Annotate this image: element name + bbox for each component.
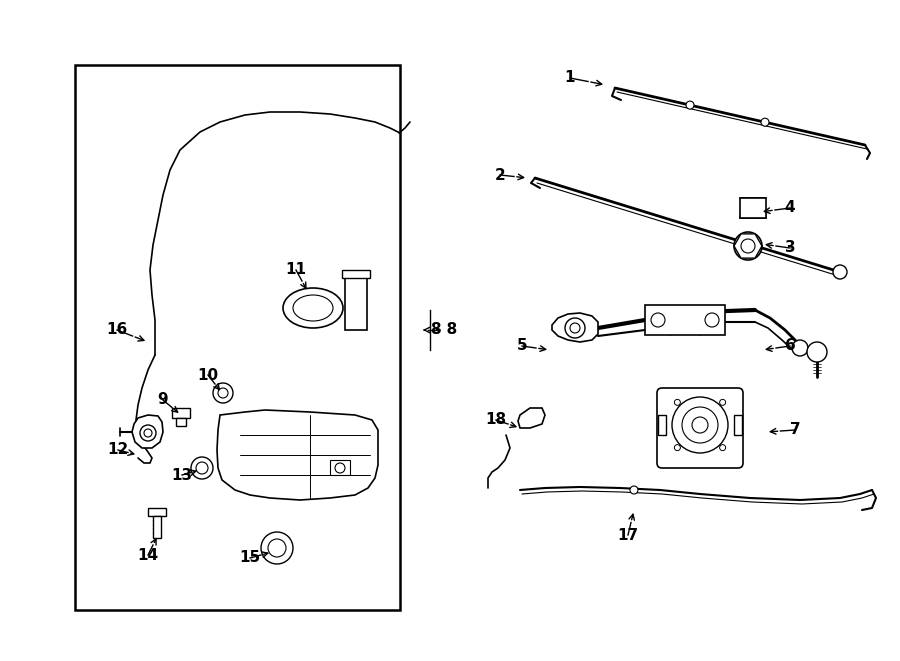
Circle shape [335, 463, 345, 473]
Circle shape [565, 318, 585, 338]
Circle shape [682, 407, 718, 443]
Bar [740, 198, 766, 218]
Bar [645, 305, 725, 335]
Bar [734, 415, 742, 435]
Circle shape [761, 118, 769, 126]
Text: 11: 11 [285, 262, 307, 278]
Polygon shape [552, 313, 598, 342]
Polygon shape [518, 408, 545, 428]
Text: 1: 1 [565, 71, 575, 85]
Circle shape [674, 445, 680, 451]
Text: 18: 18 [485, 412, 507, 428]
Circle shape [140, 425, 156, 441]
Polygon shape [132, 415, 163, 448]
Text: 15: 15 [239, 551, 261, 566]
Circle shape [720, 445, 725, 451]
Circle shape [792, 340, 808, 356]
Polygon shape [741, 239, 757, 249]
Circle shape [734, 232, 762, 260]
Bar [345, 275, 367, 330]
Bar [176, 418, 186, 426]
Text: 8: 8 [429, 323, 440, 338]
Text: 9: 9 [158, 393, 168, 407]
Circle shape [740, 238, 756, 254]
Bar [172, 408, 190, 418]
Circle shape [686, 101, 694, 109]
Bar [342, 270, 370, 278]
Text: 14: 14 [138, 547, 158, 563]
Bar [658, 415, 666, 435]
Circle shape [705, 313, 719, 327]
Bar [330, 460, 350, 475]
Circle shape [720, 399, 725, 405]
Text: 7: 7 [789, 422, 800, 438]
Circle shape [213, 383, 233, 403]
Text: 6: 6 [785, 338, 796, 354]
Bar [148, 508, 166, 516]
Ellipse shape [293, 295, 333, 321]
Text: 17: 17 [617, 527, 639, 543]
Polygon shape [217, 410, 378, 500]
Circle shape [630, 486, 638, 494]
Bar [153, 516, 161, 538]
Circle shape [833, 265, 847, 279]
Circle shape [692, 417, 708, 433]
Circle shape [268, 539, 286, 557]
Circle shape [196, 462, 208, 474]
Text: 5: 5 [517, 338, 527, 354]
Circle shape [674, 399, 680, 405]
Circle shape [672, 397, 728, 453]
Text: 4: 4 [785, 200, 796, 215]
Circle shape [191, 457, 213, 479]
Circle shape [144, 429, 152, 437]
Text: 12: 12 [107, 442, 129, 457]
Circle shape [807, 342, 827, 362]
Bar [75, 65, 400, 610]
Text: 10: 10 [197, 368, 219, 383]
Circle shape [218, 388, 228, 398]
FancyBboxPatch shape [657, 388, 743, 468]
Circle shape [261, 532, 293, 564]
Circle shape [570, 323, 580, 333]
Polygon shape [734, 234, 762, 258]
Text: 2: 2 [495, 167, 506, 182]
Ellipse shape [283, 288, 343, 328]
Text: 13: 13 [171, 467, 193, 483]
Text: - 8: - 8 [435, 323, 457, 338]
Text: 3: 3 [785, 241, 796, 256]
Circle shape [741, 239, 755, 253]
Circle shape [651, 313, 665, 327]
Text: 16: 16 [106, 323, 128, 338]
